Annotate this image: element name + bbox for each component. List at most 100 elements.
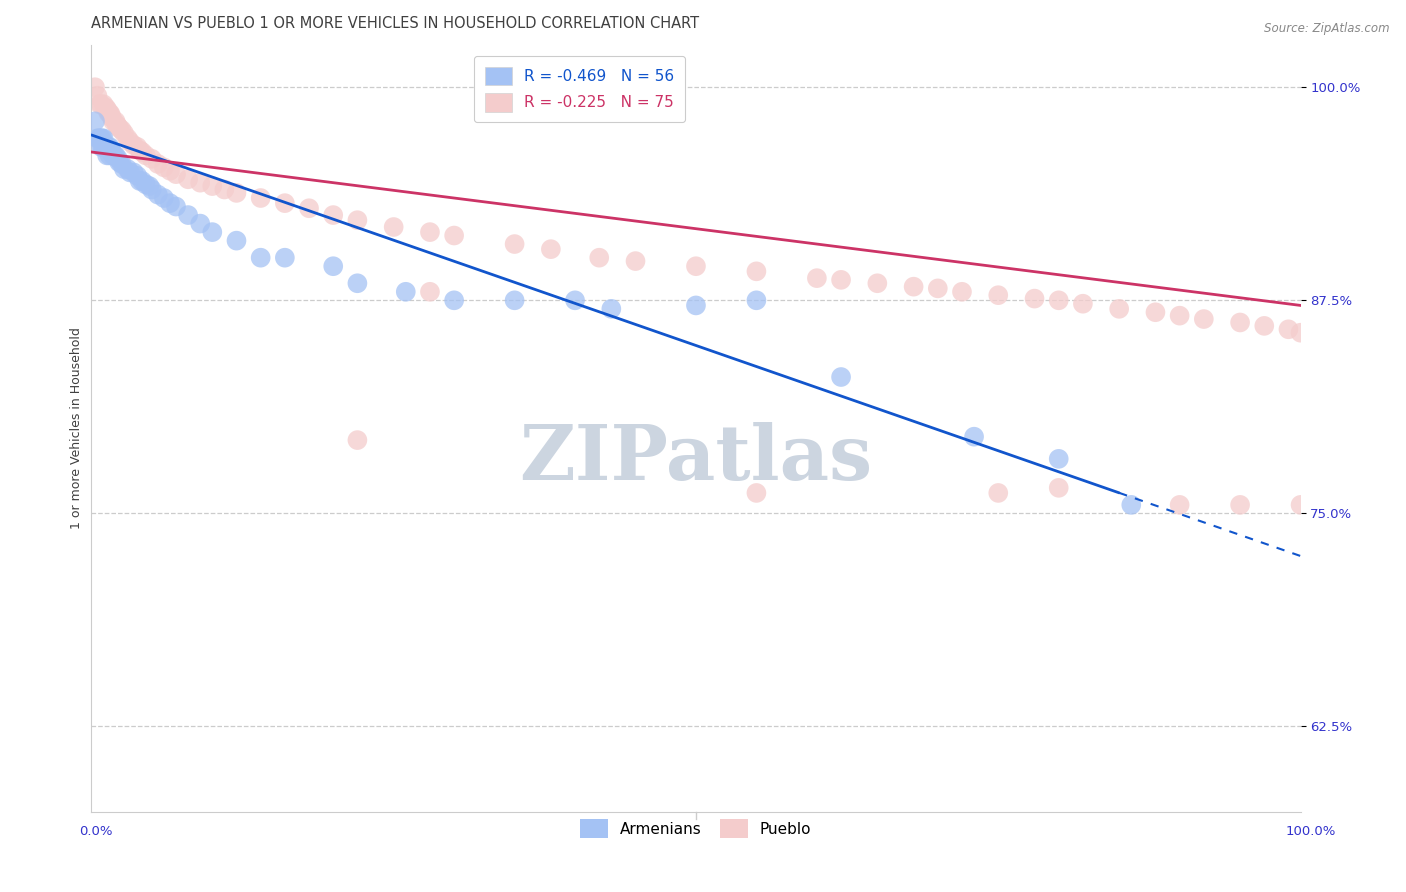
Point (201, 179, 224, 194)
Point (86, 88, 108, 103)
Point (346, 277, 368, 291)
Point (146, 187, 169, 202)
Point (97, 105, 120, 120)
Point (112, 162, 135, 177)
Point (112, 126, 135, 140)
Point (98, 140, 121, 154)
Point (503, 237, 526, 252)
Point (806, 271, 828, 285)
Legend: Armenians, Pueblo: Armenians, Pueblo (574, 814, 818, 844)
Point (120, 135, 142, 149)
Point (564, 293, 586, 308)
Point (745, 264, 768, 278)
Point (94, 101, 117, 115)
Point (346, 213, 368, 227)
Y-axis label: 1 or more Vehicles in Household: 1 or more Vehicles in Household (70, 327, 83, 529)
Point (1071, 296, 1094, 310)
Point (188, 217, 211, 231)
Point (1253, 318, 1275, 333)
Point (963, 430, 986, 444)
Point (419, 225, 441, 239)
Point (87, 131, 110, 145)
Point (117, 162, 139, 177)
Point (128, 174, 150, 188)
Point (177, 208, 200, 222)
Point (165, 200, 187, 214)
Point (419, 285, 441, 299)
Point (101, 145, 124, 159)
Point (93, 131, 115, 145)
Text: 100.0%: 100.0% (1285, 825, 1336, 838)
Point (274, 196, 297, 211)
Point (100, 145, 122, 159)
Point (225, 234, 247, 248)
Point (111, 157, 132, 171)
Point (91, 140, 114, 154)
Point (1047, 451, 1070, 466)
Point (685, 259, 707, 273)
Point (107, 120, 129, 134)
Point (443, 228, 465, 243)
Point (89, 131, 111, 145)
Point (120, 165, 142, 179)
Point (103, 148, 125, 162)
Point (117, 131, 139, 145)
Point (100, 107, 122, 121)
Point (346, 433, 368, 447)
Point (950, 285, 973, 299)
Point (104, 148, 127, 162)
Point (84, 80, 107, 95)
Point (86, 131, 108, 145)
Point (540, 242, 562, 256)
Point (135, 148, 157, 162)
Point (987, 486, 1010, 500)
Point (382, 219, 405, 234)
Point (1047, 481, 1070, 495)
Point (122, 165, 145, 179)
Point (141, 152, 163, 166)
Point (146, 157, 169, 171)
Point (96, 148, 118, 162)
Point (588, 251, 610, 265)
Point (165, 167, 187, 181)
Point (98, 148, 121, 162)
Point (101, 111, 124, 125)
Point (214, 182, 236, 196)
Point (322, 259, 344, 273)
Point (866, 277, 889, 291)
Text: ZIPatlas: ZIPatlas (519, 422, 873, 496)
Point (1108, 301, 1130, 316)
Point (903, 279, 925, 293)
Point (101, 114, 124, 128)
Point (90, 97, 112, 112)
Point (90, 140, 112, 154)
Point (1192, 312, 1215, 326)
Point (1229, 498, 1251, 512)
Point (395, 285, 418, 299)
Point (96, 103, 118, 117)
Point (177, 172, 200, 186)
Point (93, 140, 115, 154)
Point (153, 191, 176, 205)
Point (104, 114, 127, 128)
Point (131, 145, 153, 159)
Point (201, 225, 224, 239)
Point (127, 169, 149, 183)
Point (135, 178, 157, 192)
Text: 0.0%: 0.0% (79, 825, 112, 838)
Point (153, 161, 176, 175)
Point (127, 140, 149, 154)
Point (128, 143, 150, 157)
Point (1024, 292, 1046, 306)
Point (111, 123, 132, 137)
Point (122, 138, 145, 153)
Point (141, 182, 163, 196)
Point (131, 174, 153, 188)
Point (298, 201, 321, 215)
Point (1168, 498, 1191, 512)
Point (97, 140, 120, 154)
Point (138, 179, 160, 194)
Point (249, 191, 271, 205)
Point (84, 114, 107, 128)
Point (1047, 293, 1070, 308)
